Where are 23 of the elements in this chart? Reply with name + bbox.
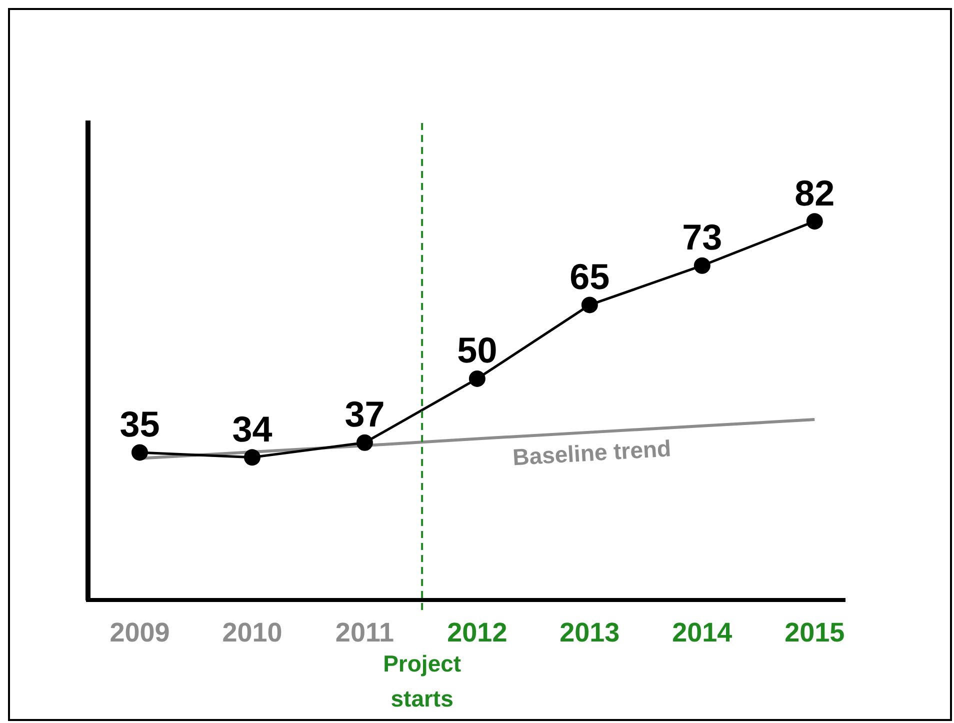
x-tick-label: 2013 xyxy=(560,618,620,648)
point xyxy=(356,434,373,451)
data-label: 35 xyxy=(120,403,160,444)
x-tick-label: 2012 xyxy=(447,618,508,648)
x-tick-label: 2009 xyxy=(110,618,170,648)
data-label: 73 xyxy=(682,216,722,258)
x-tick-label: 2015 xyxy=(784,618,845,648)
data-label: 37 xyxy=(344,394,385,435)
x-tick-label: 2014 xyxy=(672,618,732,648)
x-tick-label: 2010 xyxy=(222,618,282,648)
point xyxy=(581,296,598,314)
point xyxy=(694,257,710,274)
x-tick-label: 2011 xyxy=(335,618,394,648)
data-label: 50 xyxy=(457,330,498,371)
data-label: 34 xyxy=(232,408,272,450)
point xyxy=(244,449,260,466)
point xyxy=(131,444,148,461)
point xyxy=(468,370,486,387)
series-label: Baseline trend xyxy=(512,435,672,470)
data-label: 65 xyxy=(570,256,610,297)
ref-line-label: Project starts xyxy=(383,650,462,712)
data-label: 82 xyxy=(794,172,835,214)
point xyxy=(806,213,823,230)
